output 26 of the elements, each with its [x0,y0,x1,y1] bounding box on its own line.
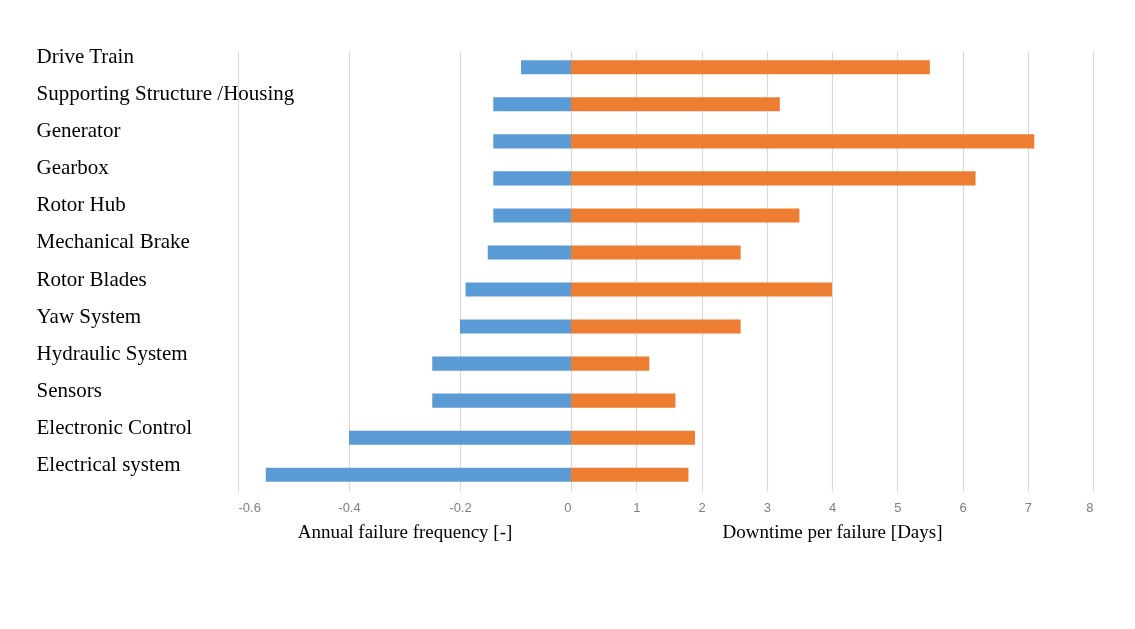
x-tick-label: -0.4 [338,499,361,515]
x-axis-title: Downtime per failure [Days] [722,520,943,542]
x-axis-title: Annual failure frequency [-] [297,520,513,542]
y-tick-label: Electrical system [36,451,181,476]
y-tick-label: Generator [36,118,121,143]
x-tick-label: 8 [1086,499,1094,515]
x-tick-label: 6 [959,499,967,515]
y-tick-label: Gearbox [36,155,110,180]
y-tick-label: Rotor Hub [36,192,126,217]
x-tick-label: 1 [633,499,641,515]
x-tick-label: 0 [564,499,572,515]
y-tick-label: Hydraulic System [36,340,188,365]
y-tick-label: Supporting Structure /Housing [36,81,295,106]
y-tick-label: Mechanical Brake [36,229,190,254]
x-tick-label: -0.2 [449,499,472,515]
y-tick-label: Electronic Control [36,414,193,439]
y-tick-label: Yaw System [36,303,142,328]
x-tick-label: 3 [763,499,771,515]
x-tick-label: 2 [698,499,706,515]
x-tick-label: 4 [828,499,837,515]
x-tick-label: -0.6 [238,499,261,515]
y-tick-label: Sensors [36,377,102,402]
y-tick-label: Drive Train [36,44,135,69]
y-tick-label: Rotor Blades [36,266,147,291]
x-tick-label: 5 [894,499,902,515]
x-tick-label: 7 [1024,499,1032,515]
